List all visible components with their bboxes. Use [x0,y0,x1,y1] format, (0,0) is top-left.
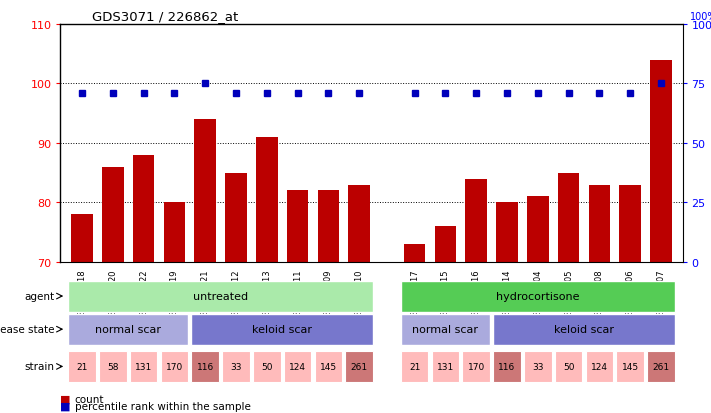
Bar [466,179,487,262]
Text: strain: strain [25,361,55,372]
Bar [133,155,154,262]
Bar [102,167,124,262]
Bar [71,215,92,262]
Text: 124: 124 [289,362,306,371]
Text: 50: 50 [261,362,272,371]
Text: 21: 21 [409,362,420,371]
Text: ■: ■ [60,401,71,411]
Text: 50: 50 [563,362,574,371]
Bar [348,185,370,262]
Bar [287,191,309,262]
Text: 261: 261 [653,362,670,371]
Bar [194,120,216,262]
Bar [256,138,277,262]
Text: 145: 145 [320,362,337,371]
Text: disease state: disease state [0,324,55,335]
Text: 21: 21 [76,362,87,371]
Bar [164,203,185,262]
Text: normal scar: normal scar [412,324,479,335]
Text: keloid scar: keloid scar [554,324,614,335]
Text: normal scar: normal scar [95,324,161,335]
Bar [558,173,579,262]
Bar [404,244,425,262]
Bar [434,227,456,262]
Text: count: count [75,394,104,404]
Bar [589,185,610,262]
Text: 145: 145 [621,362,638,371]
Text: 131: 131 [135,362,152,371]
Text: 116: 116 [498,362,515,371]
Text: 170: 170 [468,362,485,371]
Text: ■: ■ [60,394,71,404]
Text: 261: 261 [351,362,368,371]
Text: hydrocortisone: hydrocortisone [496,291,579,301]
Text: 33: 33 [230,362,242,371]
Text: percentile rank within the sample: percentile rank within the sample [75,401,250,411]
Text: 131: 131 [437,362,454,371]
Bar [527,197,549,262]
Text: 170: 170 [166,362,183,371]
Bar [318,191,339,262]
Text: 100%: 100% [690,12,711,22]
Text: 33: 33 [532,362,543,371]
Bar [651,60,672,262]
Text: agent: agent [25,291,55,301]
Text: 124: 124 [591,362,608,371]
Bar [619,185,641,262]
Text: untreated: untreated [193,291,248,301]
Text: GDS3071 / 226862_at: GDS3071 / 226862_at [92,10,239,23]
Text: keloid scar: keloid scar [252,324,312,335]
Text: 58: 58 [107,362,119,371]
Text: 116: 116 [196,362,214,371]
Bar [496,203,518,262]
Bar [225,173,247,262]
